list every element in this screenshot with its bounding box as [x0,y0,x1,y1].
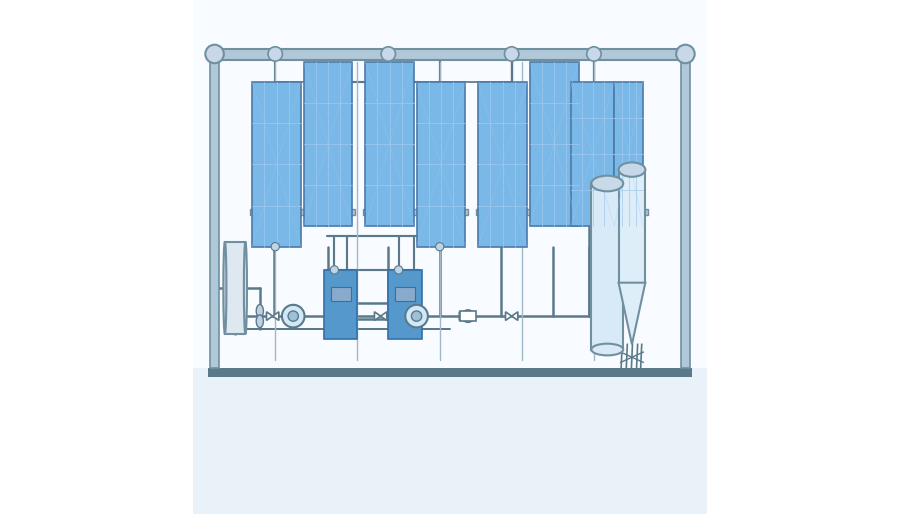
Bar [417,82,465,247]
Polygon shape [512,312,517,320]
Bar [618,170,645,283]
Bar [209,368,691,377]
Polygon shape [381,312,387,320]
Bar [591,183,623,350]
Bar [460,311,476,321]
Bar [211,54,219,368]
Bar [681,54,689,368]
Bar [388,270,422,339]
Ellipse shape [591,344,623,355]
Polygon shape [266,312,273,320]
Circle shape [505,47,519,61]
Bar [249,209,355,215]
Bar [571,82,615,226]
Circle shape [394,266,402,274]
Bar [324,270,357,339]
Bar [193,368,707,514]
Bar [214,49,686,60]
Ellipse shape [223,242,227,334]
Bar [615,82,643,226]
Polygon shape [506,312,512,320]
Circle shape [282,305,304,327]
Circle shape [381,47,395,61]
Bar [568,209,648,215]
Circle shape [405,305,428,327]
Circle shape [411,311,422,321]
Circle shape [436,243,444,251]
Polygon shape [273,312,279,320]
Ellipse shape [256,304,264,317]
Bar [252,82,301,247]
Ellipse shape [591,176,623,191]
Circle shape [288,311,299,321]
Ellipse shape [244,242,247,334]
Bar [478,82,527,247]
Circle shape [676,45,695,63]
Circle shape [205,45,224,63]
Bar [303,62,352,226]
Circle shape [587,47,601,61]
Bar [331,287,351,301]
Bar [395,287,415,301]
Circle shape [268,47,283,61]
Bar [365,62,414,226]
Polygon shape [374,312,381,320]
Ellipse shape [618,162,645,177]
Polygon shape [618,283,645,344]
Circle shape [330,266,338,274]
Bar [530,62,579,226]
Bar [476,209,581,215]
Polygon shape [459,312,465,320]
Circle shape [271,243,279,251]
Bar [363,209,468,215]
Polygon shape [465,312,472,320]
Bar [225,242,246,334]
Ellipse shape [256,315,264,328]
Circle shape [462,310,474,322]
